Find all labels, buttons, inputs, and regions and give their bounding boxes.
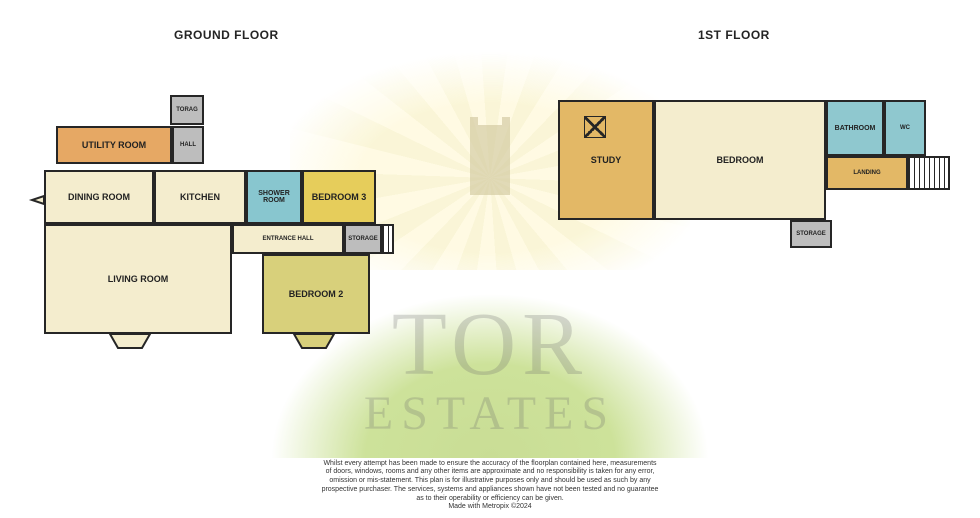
room-landing: LANDING <box>826 156 908 190</box>
room-storage_f: STORAGE <box>790 220 832 248</box>
room-hall_small: HALL <box>172 126 204 164</box>
floorplan-stage: GROUND FLOOR 1ST FLOOR TORAG UTILITY ROOM… <box>0 0 980 518</box>
room-label-wc: WC <box>900 125 910 131</box>
room-label-kitchen: KITCHEN <box>180 192 220 202</box>
room-bed3: BEDROOM 3 <box>302 170 376 224</box>
room-label-bedroom: BEDROOM <box>717 155 764 165</box>
disclaimer-line: Made with Metropix ©2024 <box>170 503 810 512</box>
room-entrance_hall: ENTRANCE HALL <box>232 224 344 254</box>
room-label-dining: DINING ROOM <box>68 192 130 202</box>
room-label-utility: UTILITY ROOM <box>82 140 146 150</box>
room-label-bed3: BEDROOM 3 <box>312 192 367 202</box>
room-bathroom: BATHROOM <box>826 100 884 156</box>
disclaimer-line: as to their operability or efficiency ca… <box>170 495 810 504</box>
room-label-landing: LANDING <box>853 170 880 176</box>
title-first-floor: 1ST FLOOR <box>698 28 770 42</box>
room-label-hall_small: HALL <box>180 142 196 148</box>
room-living: LIVING ROOM <box>44 224 232 334</box>
room-label-entrance_hall: ENTRANCE HALL <box>263 236 314 242</box>
room-wc: WC <box>884 100 926 156</box>
room-bed2: BEDROOM 2 <box>262 254 370 334</box>
room-label-storage_mid: STORAGE <box>348 236 378 242</box>
room-label-bathroom: BATHROOM <box>835 125 876 132</box>
disclaimer-line: omission or mis-statement. This plan is … <box>170 477 810 486</box>
room-label-storage_top: TORAG <box>176 107 198 113</box>
room-label-living: LIVING ROOM <box>108 274 169 284</box>
room-study: STUDY <box>558 100 654 220</box>
title-ground-floor: GROUND FLOOR <box>174 28 279 42</box>
disclaimer-line: of doors, windows, rooms and any other i… <box>170 468 810 477</box>
room-dining: DINING ROOM <box>44 170 154 224</box>
room-label-shower: SHOWER ROOM <box>248 190 300 204</box>
room-label-study: STUDY <box>591 155 622 165</box>
stairs-0 <box>908 156 950 190</box>
disclaimer-line: prospective purchaser. The services, sys… <box>170 486 810 495</box>
room-utility: UTILITY ROOM <box>56 126 172 164</box>
room-label-storage_f: STORAGE <box>796 231 826 237</box>
loft-hatch-0 <box>584 116 606 138</box>
disclaimer-line: Whilst every attempt has been made to en… <box>170 460 810 469</box>
stairs-1 <box>382 224 394 254</box>
room-kitchen: KITCHEN <box>154 170 246 224</box>
disclaimer-text: Whilst every attempt has been made to en… <box>170 460 810 513</box>
room-storage_mid: STORAGE <box>344 224 382 254</box>
room-label-bed2: BEDROOM 2 <box>289 289 344 299</box>
room-bedroom: BEDROOM <box>654 100 826 220</box>
room-storage_top: TORAG <box>170 95 204 125</box>
room-shower: SHOWER ROOM <box>246 170 302 224</box>
